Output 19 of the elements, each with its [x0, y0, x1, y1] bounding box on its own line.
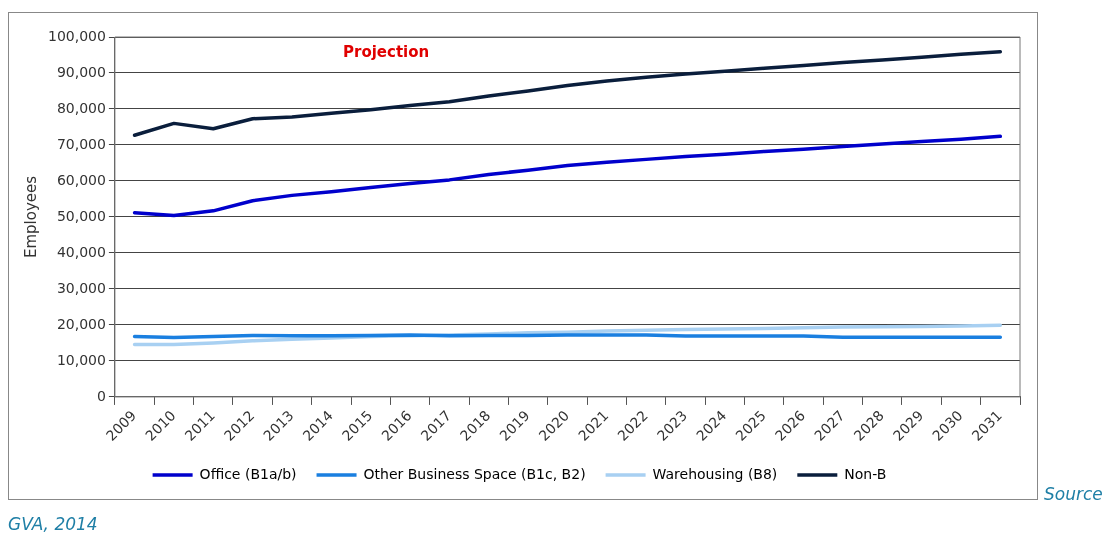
legend-label: Warehousing (B8): [652, 465, 778, 482]
y-tick-label: 0: [96, 387, 106, 404]
y-tick-label: 30,000: [56, 279, 106, 296]
legend-label: Non-B: [844, 465, 887, 482]
y-tick-label: 70,000: [56, 135, 106, 152]
y-tick-label: 20,000: [56, 315, 106, 332]
y-tick-label: 40,000: [56, 243, 106, 260]
legend-label: Other Business Space (B1c, B2): [363, 465, 586, 482]
y-tick-label: 100,000: [47, 27, 106, 44]
y-axis-title: Employees: [21, 175, 40, 259]
text: Source: [1044, 484, 1103, 504]
y-tick-label: 60,000: [56, 171, 106, 188]
y-tick-label: 10,000: [56, 351, 106, 368]
legend-label: Office (B1a/b): [199, 465, 297, 482]
text: GVA, 2014: [8, 514, 98, 534]
y-tick-label: 50,000: [56, 207, 106, 224]
annotation: Projection: [340, 43, 433, 61]
y-tick-label: 90,000: [56, 63, 106, 80]
y-tick-label: 80,000: [56, 99, 106, 116]
